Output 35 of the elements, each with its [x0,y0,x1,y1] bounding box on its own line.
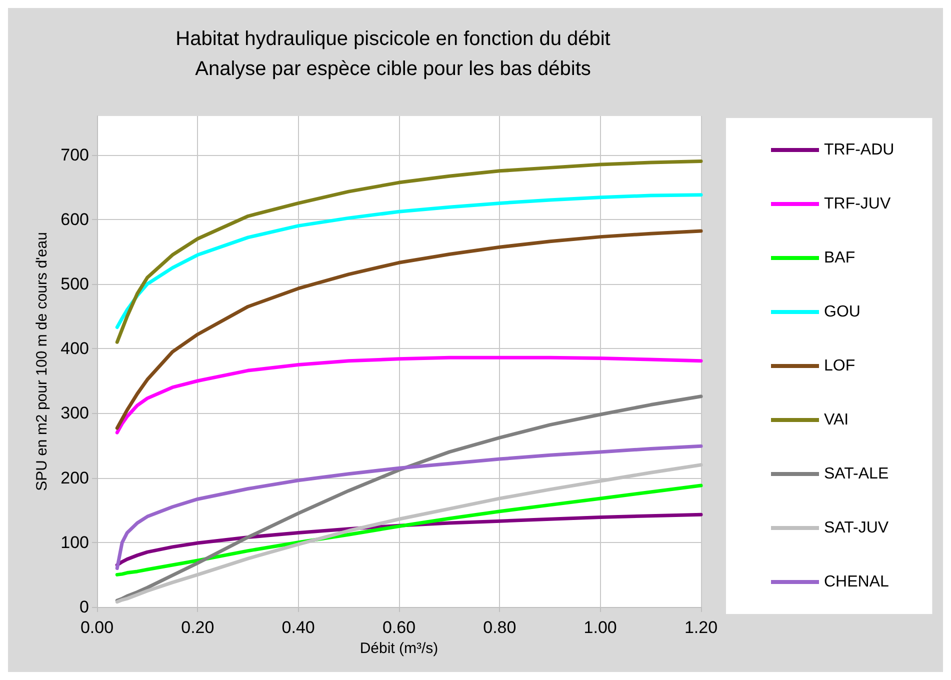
line-series [115,193,703,330]
legend-label: GOU [824,304,860,320]
x-tick-label: 0.20 [181,618,214,637]
chart-title: Habitat hydraulique piscicole en fonction du débit [176,28,611,50]
legend-label: VAI [824,412,849,428]
y-tick-label: 0 [80,598,89,616]
legend-label: BAF [824,250,856,266]
line-series [115,229,703,430]
line-series [115,356,703,434]
y-tick-label: 500 [60,274,89,294]
line-series [115,444,703,570]
y-tick-label: 200 [60,468,89,488]
y-tick-label: 300 [60,404,89,423]
legend-label: TRF-ADU [824,142,894,158]
x-tick-label: 0.80 [483,618,516,637]
line-series [115,394,703,602]
legend-label: LOF [824,358,856,374]
line-series [115,159,703,344]
x-tick-label: 0.40 [282,618,315,637]
x-axis-title: Débit (m³/s) [360,640,438,657]
line-series [115,484,703,576]
legend-label: SAT-JUV [824,520,889,536]
legend-label: TRF-JUV [824,196,891,212]
y-tick-label: 100 [60,532,89,552]
y-tick-label: 700 [60,145,89,164]
y-tick-label: 400 [60,339,89,358]
y-tick-label: 600 [60,210,89,229]
x-tick-label: 0.00 [80,618,114,637]
legend-label: SAT-ALE [824,466,889,482]
chart-subtitle: Analyse par espèce cible pour les bas débits [195,58,591,80]
x-tick-label: 1.00 [584,618,617,637]
legend-label: CHENAL [824,574,890,590]
x-tick-label: 1.20 [684,618,718,637]
x-tick-label: 0.60 [382,618,416,637]
y-axis-title: SPU en m2 pour 100 m de cours d'eau [34,232,51,491]
